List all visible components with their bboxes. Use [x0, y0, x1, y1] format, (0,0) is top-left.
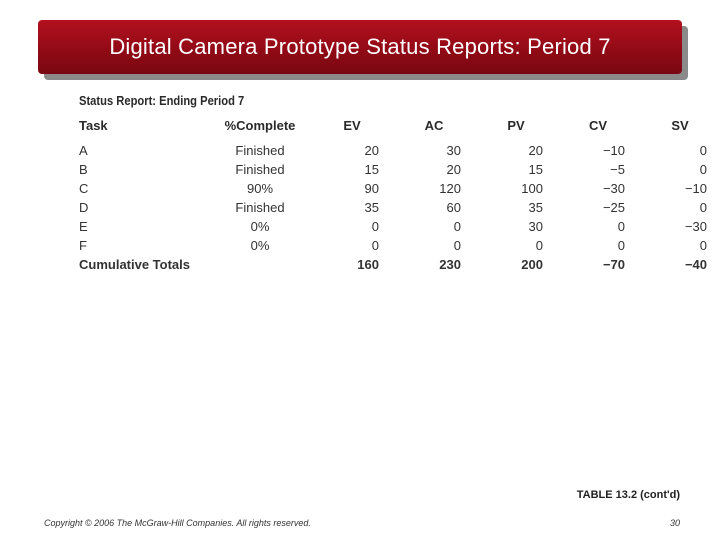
cell-pv: 30 [528, 219, 543, 234]
slide-title-bar: Digital Camera Prototype Status Reports:… [38, 20, 682, 74]
cell-ac: 0 [453, 238, 461, 253]
cell-percent-complete: 0% [250, 238, 270, 253]
cell-pv: 35 [528, 200, 543, 215]
column-header-task: Task [79, 118, 108, 133]
slide-title: Digital Camera Prototype Status Reports:… [109, 34, 611, 59]
cell-percent-complete: Finished [235, 162, 285, 177]
cell-ev: 0 [371, 238, 379, 253]
cell-percent-complete: 0% [250, 219, 270, 234]
cell-cv: 0 [617, 238, 625, 253]
column-header-ac: AC [424, 118, 444, 133]
cell-sv: −30 [684, 219, 707, 234]
cell-task: A [79, 143, 88, 158]
cell-pv: 100 [521, 181, 543, 196]
cell-ev: 0 [371, 219, 379, 234]
cell-percent-complete: Finished [235, 200, 285, 215]
cell-pv: 20 [528, 143, 543, 158]
cell-ev: 20 [364, 143, 379, 158]
cell-percent-complete: 90% [246, 181, 274, 196]
cell-percent-complete [217, 255, 303, 274]
cell-cv: −5 [610, 162, 625, 177]
cell-ev: 90 [364, 181, 379, 196]
cell-cv: −10 [602, 143, 625, 158]
copyright-notice: Copyright © 2006 The McGraw-Hill Compani… [44, 518, 311, 528]
cell-totals-label: Cumulative Totals [79, 257, 191, 272]
cell-ac: 0 [453, 219, 461, 234]
table-row: F 0% 0 0 0 0 0 [76, 236, 713, 255]
cell-cv: −30 [602, 181, 625, 196]
cell-ev: 15 [364, 162, 379, 177]
cell-pv: 15 [528, 162, 543, 177]
cell-task: C [79, 181, 89, 196]
cell-percent-complete: Finished [235, 143, 285, 158]
table-caption: TABLE 13.2 (cont'd) [576, 489, 680, 501]
page-number: 30 [669, 518, 680, 528]
cell-task: B [79, 162, 88, 177]
column-header-sv: SV [671, 118, 689, 133]
column-header-pv: PV [507, 118, 525, 133]
cell-ac: 60 [446, 200, 461, 215]
table-heading: Status Report: Ending Period 7 [79, 93, 245, 108]
cell-pv: 0 [535, 238, 543, 253]
table-row: C 90% 90 120 100 −30 −10 [76, 179, 713, 198]
table-row: B Finished 15 20 15 −5 0 [76, 160, 713, 179]
cell-ev: 35 [364, 200, 379, 215]
cell-ev-total: 160 [357, 257, 379, 272]
cell-task: D [79, 200, 89, 215]
totals-row: Cumulative Totals 160 230 200 −70 −40 [76, 255, 713, 274]
table-row: A Finished 20 30 20 −10 0 [76, 141, 713, 160]
cell-ac: 120 [439, 181, 461, 196]
column-header-percent-complete: %Complete [224, 118, 296, 133]
cell-sv: 0 [699, 162, 707, 177]
cell-pv-total: 200 [521, 257, 543, 272]
cell-task: F [79, 238, 87, 253]
cell-sv: 0 [699, 143, 707, 158]
table-row: D Finished 35 60 35 −25 0 [76, 198, 713, 217]
cell-sv: −10 [684, 181, 707, 196]
column-header-ev: EV [343, 118, 361, 133]
status-report-table: Task %Complete EV AC PV CV SV A Finished… [76, 115, 713, 274]
cell-cv: −25 [602, 200, 625, 215]
cell-ac-total: 230 [439, 257, 461, 272]
cell-sv: 0 [699, 238, 707, 253]
table-header-row: Task %Complete EV AC PV CV SV [76, 115, 713, 141]
table-row: E 0% 0 0 30 0 −30 [76, 217, 713, 236]
column-header-cv: CV [588, 118, 608, 133]
cell-ac: 20 [446, 162, 461, 177]
cell-task: E [79, 219, 88, 234]
cell-cv: 0 [617, 219, 625, 234]
cell-sv-total: −40 [684, 257, 707, 272]
cell-sv: 0 [699, 200, 707, 215]
cell-ac: 30 [446, 143, 461, 158]
cell-cv-total: −70 [602, 257, 625, 272]
